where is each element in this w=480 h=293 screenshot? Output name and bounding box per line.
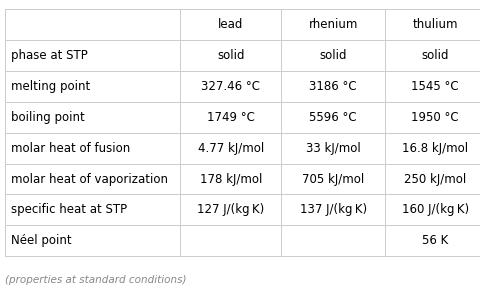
Text: 5596 °C: 5596 °C [309, 111, 356, 124]
Text: phase at STP: phase at STP [11, 49, 87, 62]
Text: 127 J/(kg K): 127 J/(kg K) [197, 203, 264, 217]
Text: 178 kJ/mol: 178 kJ/mol [199, 173, 262, 185]
Text: (properties at standard conditions): (properties at standard conditions) [5, 275, 186, 285]
Text: Néel point: Néel point [11, 234, 71, 247]
Text: solid: solid [319, 49, 346, 62]
Text: melting point: melting point [11, 80, 90, 93]
Text: 4.77 kJ/mol: 4.77 kJ/mol [197, 142, 264, 154]
Text: molar heat of vaporization: molar heat of vaporization [11, 173, 167, 185]
Text: boiling point: boiling point [11, 111, 84, 124]
Text: 1950 °C: 1950 °C [410, 111, 458, 124]
Text: 33 kJ/mol: 33 kJ/mol [305, 142, 360, 154]
Text: 56 K: 56 K [421, 234, 447, 247]
Text: specific heat at STP: specific heat at STP [11, 203, 126, 217]
Text: molar heat of fusion: molar heat of fusion [11, 142, 130, 154]
Text: 705 kJ/mol: 705 kJ/mol [301, 173, 363, 185]
Text: 160 J/(kg K): 160 J/(kg K) [401, 203, 468, 217]
Text: solid: solid [420, 49, 448, 62]
Text: 16.8 kJ/mol: 16.8 kJ/mol [401, 142, 468, 154]
Text: lead: lead [218, 18, 243, 31]
Text: thulium: thulium [412, 18, 457, 31]
Text: 250 kJ/mol: 250 kJ/mol [403, 173, 466, 185]
Text: 137 J/(kg K): 137 J/(kg K) [299, 203, 366, 217]
Text: 1545 °C: 1545 °C [410, 80, 458, 93]
Text: 3186 °C: 3186 °C [309, 80, 356, 93]
Text: 1749 °C: 1749 °C [206, 111, 254, 124]
Text: 327.46 °C: 327.46 °C [201, 80, 260, 93]
Text: solid: solid [216, 49, 244, 62]
Text: rhenium: rhenium [308, 18, 357, 31]
